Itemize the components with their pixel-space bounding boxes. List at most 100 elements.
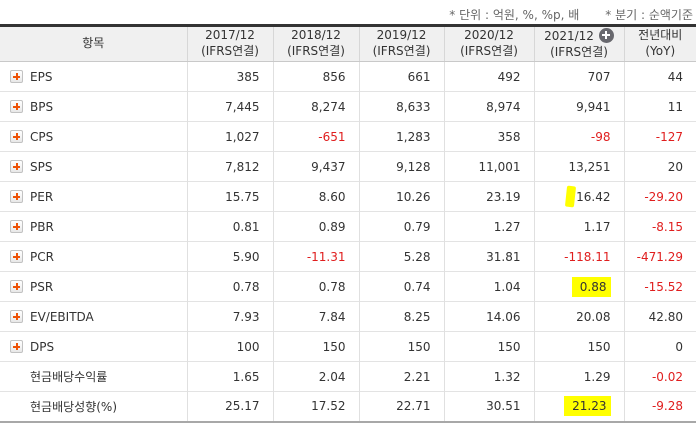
value-text: -471.29 — [636, 249, 683, 264]
value-text: 1.27 — [493, 219, 521, 234]
row-label: 현금배당수익률 — [30, 370, 108, 384]
value-cell: 21.23 — [533, 391, 624, 422]
value-text: -651 — [318, 129, 346, 144]
table-row: PSR 0.78 0.78 0.74 1.04 0.88 -15.52 — [0, 271, 696, 302]
value-cell: -29.20 — [623, 181, 696, 212]
table-row: 현금배당수익률 1.65 2.04 2.21 1.32 1.29 -0.02 — [0, 361, 696, 392]
value-cell: 11 — [623, 91, 696, 122]
expand-row-icon[interactable] — [10, 219, 23, 233]
value-text: 7.84 — [318, 309, 346, 324]
value-cell: 2.21 — [358, 361, 444, 392]
value-cell: 150 — [272, 331, 359, 362]
column-basis-label: (IFRS연결) — [287, 44, 345, 58]
expand-row-icon[interactable] — [10, 99, 23, 113]
value-cell: 1,283 — [358, 121, 444, 152]
row-label-cell: 현금배당성향(%) — [0, 391, 187, 422]
column-basis-label: (IFRS연결) — [460, 44, 518, 58]
row-label-cell: SPS — [0, 151, 187, 182]
value-cell: 8.25 — [358, 301, 444, 332]
value-cell: 150 — [358, 331, 444, 362]
value-text: 31.81 — [486, 249, 521, 264]
value-text: 1.29 — [583, 369, 611, 384]
column-year-label: 2017/12 — [205, 28, 255, 43]
value-cell: 1.27 — [443, 211, 534, 242]
table-row: PBR 0.81 0.89 0.79 1.27 1.17 -8.15 — [0, 211, 696, 242]
table-body: EPS 385 856 661 492 707 44 BPS 7,445 8,274 8,633 8,… — [0, 61, 696, 422]
value-text: 9,128 — [396, 159, 431, 174]
row-label: CPS — [30, 129, 54, 144]
row-label: PCR — [30, 249, 54, 264]
value-cell: -11.31 — [272, 241, 359, 272]
value-text: -9.28 — [651, 399, 683, 414]
expand-row-icon[interactable] — [10, 69, 23, 83]
value-cell: 8,633 — [358, 91, 444, 122]
value-cell: 0.89 — [272, 211, 359, 242]
value-text: -29.20 — [644, 189, 683, 204]
column-basis-label: (YoY) — [645, 44, 676, 58]
column-header: 2019/12 (IFRS연결) — [358, 25, 444, 62]
value-text: 150 — [497, 339, 521, 354]
value-cell: 9,437 — [272, 151, 359, 182]
row-label: PER — [30, 189, 54, 204]
value-text: 661 — [407, 69, 431, 84]
table-row: BPS 7,445 8,274 8,633 8,974 9,941 11 — [0, 91, 696, 122]
value-cell: 0.78 — [272, 271, 359, 302]
value-text: -127 — [655, 129, 683, 144]
value-text: 2.04 — [318, 369, 346, 384]
value-cell: 31.81 — [443, 241, 534, 272]
row-label-cell: CPS — [0, 121, 187, 152]
value-cell: 25.17 — [186, 391, 273, 422]
value-cell: 150 — [443, 331, 534, 362]
expand-row-icon[interactable] — [10, 339, 23, 353]
value-cell: 7.84 — [272, 301, 359, 332]
value-cell: 5.90 — [186, 241, 273, 272]
expand-row-icon[interactable] — [10, 249, 23, 263]
value-cell: 0.78 — [186, 271, 273, 302]
value-cell: 23.19 — [443, 181, 534, 212]
value-cell: 7,445 — [186, 91, 273, 122]
value-text: 20 — [667, 159, 683, 174]
value-text: 856 — [322, 69, 346, 84]
column-basis-label: (IFRS연결) — [372, 44, 431, 58]
table-row: EPS 385 856 661 492 707 44 — [0, 61, 696, 92]
value-cell: 11,001 — [443, 151, 534, 182]
value-cell: 1.29 — [533, 361, 624, 392]
value-text: 5.90 — [232, 249, 260, 264]
value-text: 150 — [587, 339, 611, 354]
value-cell: 17.52 — [272, 391, 359, 422]
value-text: 30.51 — [486, 399, 521, 414]
value-cell: -127 — [623, 121, 696, 152]
expand-row-icon[interactable] — [10, 159, 23, 173]
value-text: 10.26 — [396, 189, 431, 204]
value-text: 8,633 — [396, 99, 431, 114]
column-header: 전년대비 (YoY) — [623, 25, 696, 62]
add-column-icon[interactable] — [598, 27, 614, 43]
table-row: PER 15.75 8.60 10.26 23.19 16.42 -29.20 — [0, 181, 696, 212]
value-text: 0.88 — [571, 276, 611, 297]
value-cell: 661 — [358, 61, 444, 92]
value-cell: 8,974 — [443, 91, 534, 122]
table-row: DPS 100 150 150 150 150 0 — [0, 331, 696, 362]
value-text: 5.28 — [403, 249, 431, 264]
expand-row-icon[interactable] — [10, 309, 23, 323]
header-row: 항목 2017/12 (IFRS연결) 2018/12 (IFRS연결) 2019/12… — [0, 25, 696, 62]
expand-row-icon[interactable] — [10, 279, 23, 293]
value-text: 358 — [497, 129, 521, 144]
value-text: -11.31 — [306, 249, 346, 264]
value-cell: 0 — [623, 331, 696, 362]
row-label-cell: PCR — [0, 241, 187, 272]
value-text: 1.65 — [232, 369, 260, 384]
value-cell: 100 — [186, 331, 273, 362]
value-text: -0.02 — [651, 369, 683, 384]
column-header: 2018/12 (IFRS연결) — [272, 25, 359, 62]
column-year-label: 2018/12 — [291, 28, 341, 43]
expand-row-icon[interactable] — [10, 129, 23, 143]
row-label-cell: PSR — [0, 271, 187, 302]
value-cell: 150 — [533, 331, 624, 362]
expand-row-icon[interactable] — [10, 189, 23, 203]
value-cell: 22.71 — [358, 391, 444, 422]
value-text: 44 — [667, 69, 683, 84]
table-row: SPS 7,812 9,437 9,128 11,001 13,251 20 — [0, 151, 696, 182]
value-text: 0.74 — [403, 279, 431, 294]
value-text: 25.17 — [225, 399, 260, 414]
